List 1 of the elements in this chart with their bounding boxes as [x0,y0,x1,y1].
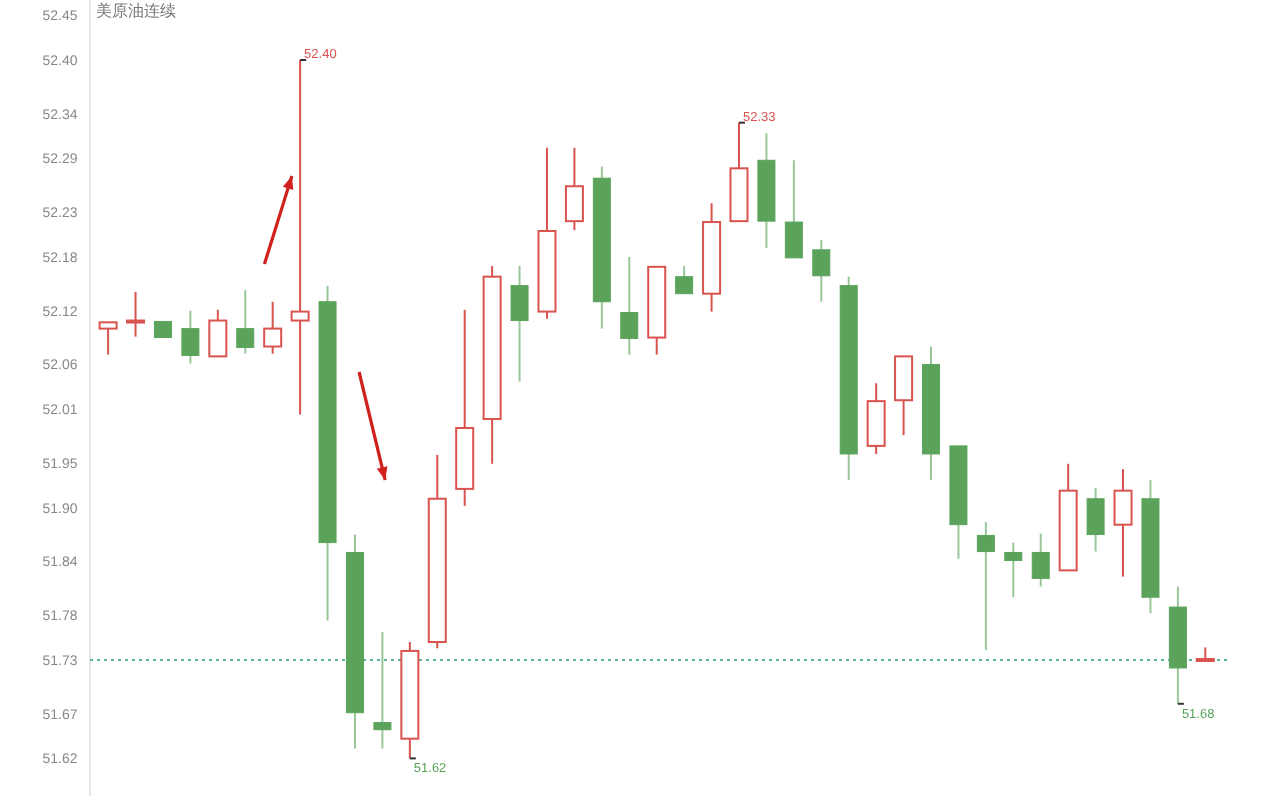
chart-title: 美原油连续 [96,2,176,20]
